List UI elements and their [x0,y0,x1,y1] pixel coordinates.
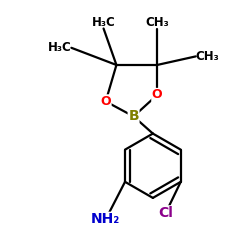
Text: CH₃: CH₃ [196,50,220,63]
Text: O: O [152,88,162,102]
Text: B: B [128,110,139,124]
Text: Cl: Cl [158,206,173,220]
Text: NH₂: NH₂ [91,212,120,226]
Text: H₃C: H₃C [48,41,72,54]
Text: CH₃: CH₃ [145,16,169,28]
Text: H₃C: H₃C [92,16,116,28]
Text: O: O [100,95,111,108]
